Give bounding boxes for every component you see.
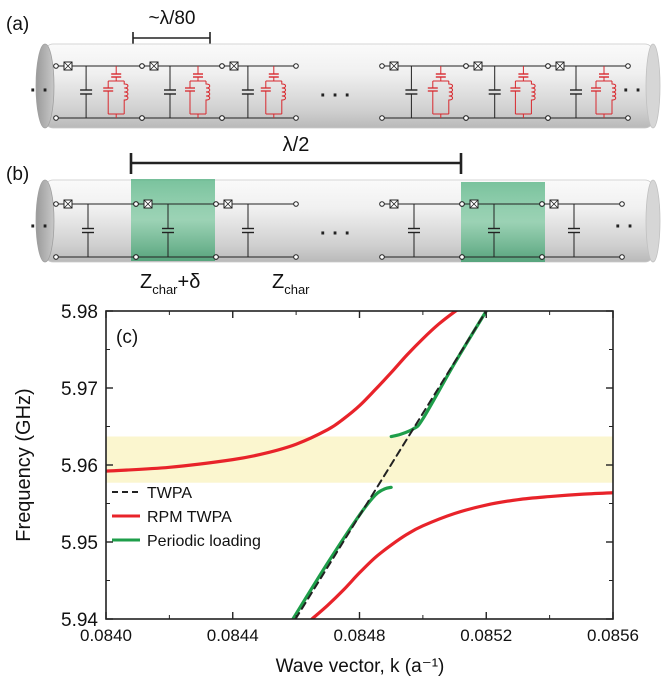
lc-resonator-icon	[103, 66, 129, 118]
node-dot	[139, 115, 145, 121]
z-loaded-label: Zchar+δ	[140, 271, 200, 297]
scale-bar: ~λ/80	[132, 8, 211, 44]
node-dot	[53, 201, 59, 207]
panel-c-chart: 0.0840 0.0844 0.0848 0.0852 0.0856 5.94 5.95 5.…	[13, 302, 639, 677]
node-dot	[379, 63, 385, 69]
panel-b-label: (b)	[6, 164, 29, 185]
ellipsis-a-left: · ·	[30, 80, 49, 102]
node-dot	[133, 201, 139, 207]
x-tick-label: 0.0840	[80, 626, 132, 645]
series-twpa-branch-1	[294, 311, 488, 619]
ellipsis-b-mid: · · ·	[320, 223, 351, 245]
axis-ticks: 0.0840 0.0844 0.0848 0.0852 0.0856 5.94 5.95 5.…	[61, 302, 639, 645]
ellipsis-b-left: · ·	[30, 216, 49, 238]
y-tick-label: 5.95	[61, 533, 98, 554]
transmission-line-tube-b	[35, 179, 661, 263]
series-layer	[106, 311, 613, 619]
node-dot	[379, 254, 385, 260]
node-dot	[545, 63, 551, 69]
lc-resonator-icon	[427, 66, 454, 118]
node-dot	[293, 201, 299, 207]
node-dot	[139, 63, 145, 69]
node-dot	[379, 115, 385, 121]
series-periodic-loading-branch-2	[389, 311, 488, 439]
loaded-section-right	[461, 182, 545, 262]
node-dot	[463, 63, 469, 69]
periodic-circuit-b	[53, 199, 625, 260]
x-tick-label: 0.0848	[334, 626, 386, 645]
node-dot	[53, 254, 59, 260]
node-dot	[545, 115, 551, 121]
node-dot	[539, 254, 545, 260]
panel-b: (b) λ/2 · · · · · · · Zchar+δ Zchar	[6, 134, 661, 297]
panel-a: (a) ~λ/80 · · · · · · ·	[6, 8, 661, 129]
ellipsis-a-right: · ·	[623, 80, 642, 102]
y-tick-label: 5.94	[61, 610, 98, 631]
lc-resonator-icon	[591, 66, 617, 118]
legend-label-periodic: Periodic loading	[147, 533, 261, 550]
node-dot	[463, 115, 469, 121]
node-dot	[293, 115, 299, 121]
legend-label-twpa: TWPA	[147, 485, 192, 502]
transmission-line-tube-a	[35, 43, 661, 129]
loaded-section-left	[131, 179, 215, 261]
half-wavelength-label: λ/2	[283, 134, 310, 156]
series-rpm-twpa-branch-1	[106, 311, 459, 473]
node-dot	[213, 201, 219, 207]
half-wavelength-bar: λ/2	[129, 134, 463, 174]
node-dot	[459, 254, 465, 260]
node-dot	[53, 63, 59, 69]
node-dot	[539, 201, 545, 207]
legend: TWPA RPM TWPA Periodic loading	[112, 485, 261, 550]
panel-c-label: (c)	[116, 327, 138, 348]
panel-a-label: (a)	[6, 14, 29, 35]
scale-label: ~λ/80	[148, 8, 195, 29]
node-dot	[219, 115, 225, 121]
node-dot	[293, 254, 299, 260]
lc-resonator-icon	[510, 66, 536, 118]
lc-resonator-icon	[260, 66, 287, 118]
node-dot	[53, 115, 59, 121]
y-tick-label: 5.97	[61, 379, 98, 400]
y-axis-label: Frequency (GHz)	[13, 388, 35, 541]
node-dot	[293, 63, 299, 69]
node-dot	[379, 201, 385, 207]
legend-label-rpm: RPM TWPA	[147, 509, 232, 526]
series-rpm-twpa-branch-2	[310, 491, 613, 619]
node-dot	[625, 115, 631, 121]
node-dot	[619, 201, 625, 207]
ellipsis-b-right: · ·	[615, 216, 634, 238]
z-char-label: Zchar	[272, 271, 310, 297]
node-dot	[459, 201, 465, 207]
x-axis-label: Wave vector, k (a⁻¹)	[276, 656, 445, 677]
ellipsis-a-mid: · · ·	[320, 85, 351, 107]
x-tick-label: 0.0852	[460, 626, 512, 645]
x-tick-label: 0.0856	[587, 626, 639, 645]
node-dot	[619, 254, 625, 260]
y-tick-label: 5.98	[61, 302, 98, 323]
node-dot	[133, 254, 139, 260]
lc-resonator-icon	[185, 66, 211, 118]
node-dot	[213, 254, 219, 260]
rpm-circuit-a	[53, 61, 631, 121]
node-dot	[625, 63, 631, 69]
band-gap-highlight	[106, 436, 613, 483]
y-tick-label: 5.96	[61, 456, 98, 477]
x-tick-label: 0.0844	[207, 626, 259, 645]
node-dot	[219, 63, 225, 69]
